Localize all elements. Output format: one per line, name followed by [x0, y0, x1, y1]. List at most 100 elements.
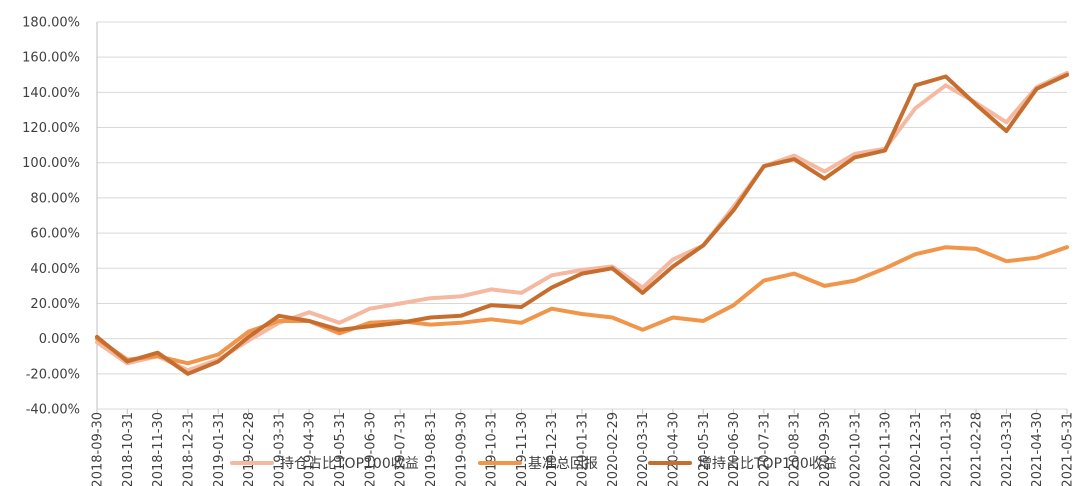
data-point [883, 266, 887, 270]
data-point [459, 294, 463, 298]
data-point [459, 314, 463, 318]
data-point [641, 291, 645, 295]
data-point [1004, 259, 1008, 263]
data-point [1065, 73, 1069, 77]
data-point [338, 321, 341, 325]
x-tick-label: 2021-05-31 [1061, 412, 1076, 486]
data-point [550, 286, 554, 290]
data-point [974, 103, 978, 107]
data-point [641, 328, 645, 332]
data-point [519, 321, 523, 325]
y-tick-label: 0.00% [39, 332, 80, 347]
data-point [428, 296, 432, 300]
y-tick-label: 100.00% [22, 156, 80, 171]
data-point [974, 247, 978, 251]
y-tick-label: -40.00% [26, 403, 80, 418]
x-tick-label: 2020-02-29 [606, 412, 621, 486]
data-point [368, 321, 372, 325]
data-point [398, 301, 402, 305]
data-point [489, 287, 493, 291]
data-point [580, 268, 584, 272]
x-tick-label: 2019-08-31 [424, 412, 439, 486]
x-tick-label: 2020-04-30 [666, 412, 681, 486]
data-point [792, 157, 796, 161]
y-tick-label: 60.00% [30, 227, 80, 242]
x-tick-label: 2019-06-30 [363, 412, 378, 486]
data-point [792, 272, 796, 276]
x-tick-label: 2020-10-31 [848, 412, 863, 486]
legend: 持仓占比TOP100收益 基准总回报 增持占比TOP100收益 [230, 455, 837, 472]
data-point [247, 330, 251, 334]
x-tick-label: 2018-12-31 [181, 412, 196, 486]
data-point [247, 335, 251, 339]
data-point [1035, 87, 1039, 91]
data-point [186, 372, 190, 376]
data-point [307, 319, 311, 323]
data-point [610, 266, 614, 270]
data-point [459, 321, 463, 325]
data-point [307, 310, 311, 314]
data-point [277, 314, 281, 318]
x-tick-label: 2019-10-31 [485, 412, 500, 486]
data-point [883, 148, 887, 152]
y-tick-label: 180.00% [22, 16, 80, 31]
data-point [156, 351, 160, 355]
x-tick-label: 2020-07-31 [757, 412, 772, 486]
data-point [913, 252, 917, 256]
data-point [95, 335, 99, 339]
data-point [823, 170, 826, 174]
data-point [1035, 256, 1039, 260]
x-axis: 2018-09-30 2018-10-31 2018-11-30 2018-12-31… [91, 409, 1076, 486]
x-tick-label: 2020-11-30 [879, 412, 894, 486]
x-tick-label: 2021-04-30 [1030, 412, 1045, 486]
x-tick-label: 2021-02-28 [970, 412, 985, 486]
data-point [338, 328, 341, 332]
y-tick-label: 160.00% [22, 51, 80, 66]
data-point [1004, 120, 1008, 124]
data-point [428, 316, 432, 320]
data-point [368, 307, 372, 311]
x-tick-label: 2020-01-31 [576, 412, 591, 486]
data-point [641, 286, 645, 290]
data-point [732, 208, 736, 212]
data-point [216, 360, 220, 364]
data-point [580, 312, 584, 316]
data-point [368, 324, 372, 328]
x-tick-label: 2020-09-30 [818, 412, 833, 486]
x-tick-label: 2019-12-31 [545, 412, 560, 486]
data-point [519, 291, 523, 295]
data-point [913, 106, 917, 110]
legend-label: 增持占比TOP100收益 [698, 456, 837, 472]
x-tick-label: 2020-03-31 [636, 412, 651, 486]
x-tick-label: 2019-07-31 [394, 412, 409, 486]
x-tick-label: 2019-09-30 [454, 412, 469, 486]
y-tick-label: 140.00% [22, 86, 80, 101]
x-tick-label: 2021-01-31 [939, 412, 954, 486]
data-point [186, 361, 190, 365]
x-tick-label: 2020-05-31 [697, 412, 712, 486]
data-point [550, 273, 554, 277]
data-point [944, 83, 948, 87]
x-tick-label: 2018-09-30 [91, 412, 106, 486]
y-axis: -40.00% -20.00% 0.00% 20.00% 40.00% 60.00% 80.… [22, 16, 98, 418]
data-point [428, 323, 432, 327]
x-tick-label: 2020-12-31 [909, 412, 924, 486]
data-point [823, 177, 826, 181]
series-line-3 [95, 72, 1069, 376]
data-point [125, 360, 129, 364]
data-point [762, 279, 766, 283]
x-tick-label: 2019-11-30 [515, 412, 530, 486]
data-point [610, 316, 614, 320]
data-point [944, 75, 948, 79]
x-tick-label: 2018-11-30 [151, 412, 166, 486]
data-point [550, 307, 554, 311]
series-line-1 [95, 71, 1069, 373]
legend-label: 基准总回报 [528, 455, 598, 472]
data-point [398, 321, 402, 325]
data-point [277, 319, 281, 323]
y-tick-label: 120.00% [22, 121, 80, 136]
x-tick-label: 2019-04-30 [303, 412, 318, 486]
data-point [732, 303, 736, 307]
